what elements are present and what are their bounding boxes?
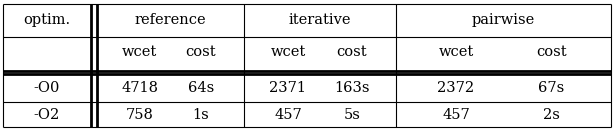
Text: 758: 758 <box>126 108 154 122</box>
Text: 64s: 64s <box>188 81 214 95</box>
Text: 2371: 2371 <box>270 81 306 95</box>
Text: 5s: 5s <box>343 108 360 122</box>
Text: optim.: optim. <box>23 13 71 27</box>
Text: reference: reference <box>134 13 206 27</box>
Text: iterative: iterative <box>289 13 351 27</box>
Text: 457: 457 <box>442 108 470 122</box>
Text: 1s: 1s <box>193 108 209 122</box>
Text: 67s: 67s <box>538 81 564 95</box>
Text: wcet: wcet <box>270 45 306 59</box>
Text: 457: 457 <box>274 108 302 122</box>
Text: 163s: 163s <box>334 81 370 95</box>
Text: pairwise: pairwise <box>472 13 535 27</box>
Text: wcet: wcet <box>122 45 157 59</box>
Text: 4718: 4718 <box>122 81 158 95</box>
Text: cost: cost <box>185 45 216 59</box>
Text: 2372: 2372 <box>437 81 475 95</box>
Text: cost: cost <box>336 45 367 59</box>
Text: -O2: -O2 <box>34 108 60 122</box>
Text: -O0: -O0 <box>34 81 60 95</box>
Text: 2s: 2s <box>543 108 559 122</box>
Text: wcet: wcet <box>438 45 473 59</box>
Text: cost: cost <box>536 45 566 59</box>
